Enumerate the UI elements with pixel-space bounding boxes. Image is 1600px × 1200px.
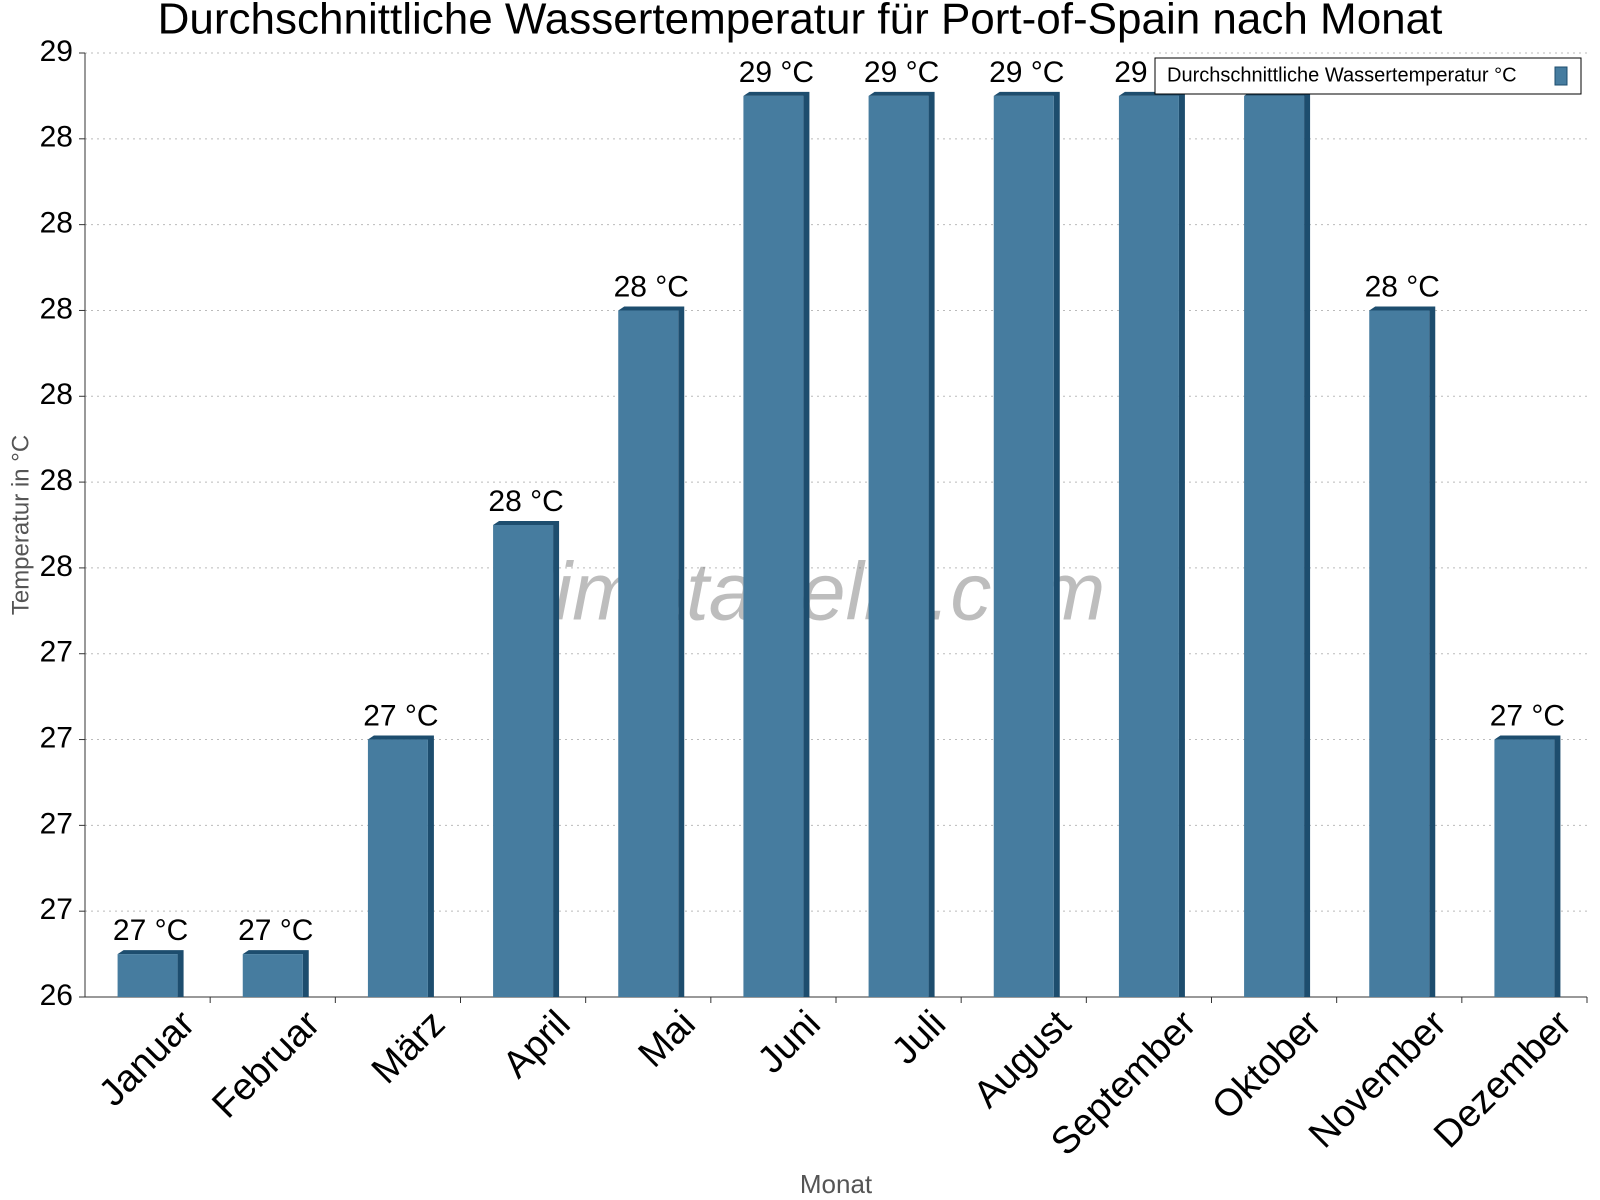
bar <box>242 954 303 997</box>
legend-swatch <box>1554 66 1568 86</box>
y-tick-label: 28 <box>40 464 73 497</box>
bar <box>993 95 1054 998</box>
bar <box>493 525 554 997</box>
bar <box>117 954 178 997</box>
y-tick-label: 27 <box>40 636 73 669</box>
x-tick-label: August <box>966 1002 1080 1116</box>
bar <box>868 95 929 998</box>
bar <box>618 310 679 997</box>
data-label: 27 °C <box>1490 699 1565 732</box>
data-label: 27 °C <box>238 914 313 947</box>
y-tick-label: 28 <box>40 550 73 583</box>
x-tick-label: Mai <box>631 1003 704 1076</box>
y-axis-label: Temperatur in °C <box>7 435 34 615</box>
y-tick-label: 28 <box>40 207 73 240</box>
data-label: 29 °C <box>989 56 1064 89</box>
data-label: 28 °C <box>614 270 689 303</box>
legend-label: Durchschnittliche Wassertemperatur °C <box>1167 64 1517 86</box>
data-label: 28 °C <box>1365 270 1440 303</box>
data-label: 28 °C <box>488 485 563 518</box>
y-tick-label: 28 <box>40 292 73 325</box>
y-tick-label: 29 <box>40 35 73 68</box>
x-axis-label: Monat <box>800 1169 873 1199</box>
x-tick-label: März <box>364 1003 453 1092</box>
x-tick-label: April <box>495 1003 578 1086</box>
legend-box <box>1154 57 1582 95</box>
x-tick-label: Januar <box>91 1003 203 1115</box>
x-tick-label: Oktober <box>1204 1003 1330 1129</box>
y-tick-label: 27 <box>40 721 73 754</box>
bar <box>1369 310 1430 997</box>
x-tick-label: Februar <box>204 1003 328 1127</box>
legend: Durchschnittliche Wassertemperatur °C <box>1154 57 1582 95</box>
bar <box>1118 95 1179 998</box>
data-label: 27 °C <box>363 699 438 732</box>
bar <box>367 739 428 997</box>
y-tick-label: 28 <box>40 121 73 154</box>
y-tick-label: 28 <box>40 378 73 411</box>
y-tick-label: 27 <box>40 893 73 926</box>
x-tick-label: Juli <box>884 1003 954 1073</box>
data-label: 29 °C <box>864 56 939 89</box>
x-tick-label: Dezember <box>1426 1003 1580 1157</box>
data-label: 27 °C <box>113 914 188 947</box>
chart-title: Durchschnittliche Wassertemperatur für P… <box>158 0 1443 44</box>
y-tick-label: 26 <box>40 979 73 1012</box>
bar <box>1244 95 1305 998</box>
bar <box>1494 739 1555 997</box>
data-label: 29 °C <box>739 56 814 89</box>
y-tick-label: 27 <box>40 807 73 840</box>
x-tick-label: Juni <box>750 1003 829 1082</box>
bar <box>743 95 804 998</box>
